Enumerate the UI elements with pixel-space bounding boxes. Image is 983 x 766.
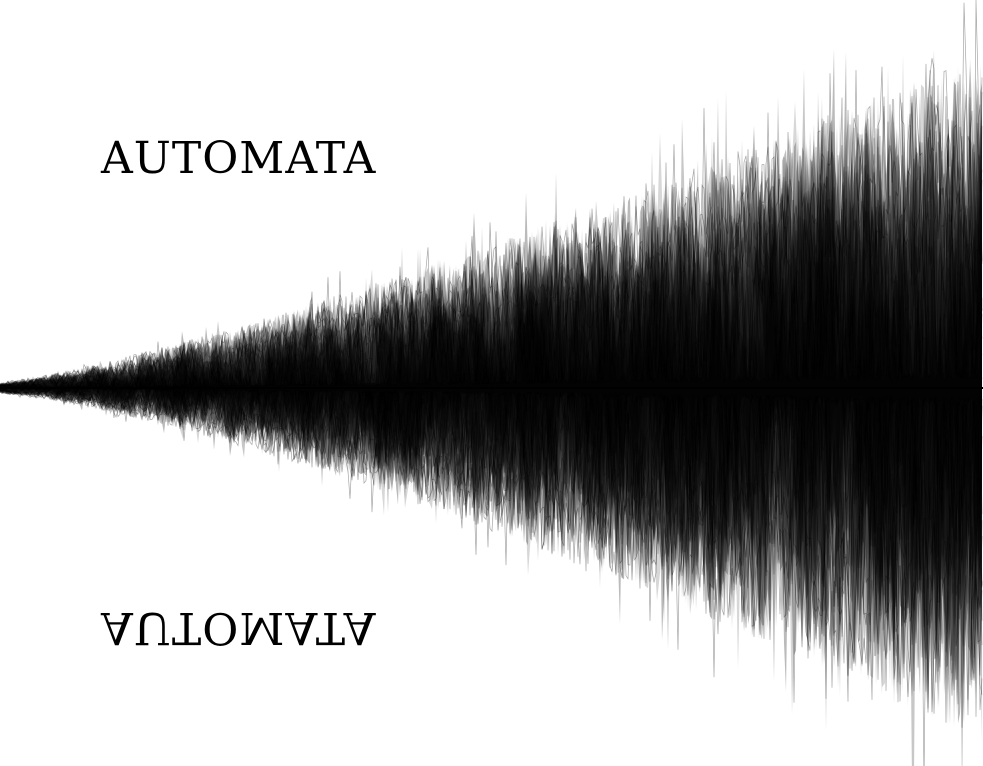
waveform-trace bbox=[0, 108, 983, 389]
waveform-band bbox=[0, 106, 982, 697]
waveform-trace bbox=[0, 70, 983, 389]
waveform-band bbox=[0, 81, 982, 717]
waveform-band bbox=[0, 72, 982, 715]
waveform-trace bbox=[0, 387, 983, 702]
waveform-band bbox=[0, 125, 981, 685]
waveform-trace bbox=[0, 73, 983, 389]
waveform-trace bbox=[0, 387, 983, 716]
waveform-band bbox=[0, 173, 982, 706]
waveform-trace bbox=[0, 77, 983, 389]
waveform-trace bbox=[0, 387, 983, 723]
waveform-trace bbox=[0, 70, 983, 389]
title-mirrored-text: AUTOMATA bbox=[101, 602, 377, 653]
waveform-trace bbox=[0, 387, 983, 766]
waveform-trace bbox=[0, 63, 983, 389]
waveform-trace bbox=[0, 0, 983, 389]
waveform-trace bbox=[0, 387, 983, 713]
waveform-band bbox=[0, 125, 982, 724]
waveform-band bbox=[0, 49, 982, 707]
waveform-band bbox=[0, 58, 982, 684]
waveform-trace bbox=[0, 387, 983, 696]
waveform-trace bbox=[0, 94, 983, 389]
waveform-trace bbox=[0, 387, 983, 703]
waveform-band bbox=[0, 77, 981, 704]
waveform-band bbox=[0, 138, 981, 688]
waveform-dark-layer bbox=[0, 49, 982, 766]
waveform-band bbox=[0, 54, 981, 696]
waveform-trace bbox=[0, 387, 983, 702]
waveform-trace bbox=[0, 387, 983, 691]
waveform-band bbox=[0, 75, 982, 766]
waveform-trace bbox=[0, 387, 983, 699]
waveform-trace bbox=[0, 388, 983, 728]
waveform-trace bbox=[0, 121, 983, 388]
waveform-trace bbox=[0, 124, 983, 389]
waveform-band bbox=[0, 109, 982, 704]
waveform-trace bbox=[0, 387, 983, 692]
waveform-band bbox=[0, 81, 982, 697]
waveform-trace bbox=[0, 2, 983, 389]
waveform-band bbox=[0, 66, 982, 688]
waveform-band bbox=[0, 98, 982, 725]
title-text: AUTOMATA bbox=[101, 133, 377, 184]
waveform-trace bbox=[0, 97, 983, 389]
waveform-trace bbox=[0, 387, 983, 717]
waveform-band bbox=[0, 98, 982, 744]
waveform-trace bbox=[0, 119, 983, 389]
waveform-band bbox=[0, 84, 981, 714]
waveform-band bbox=[0, 117, 982, 766]
waveform-band bbox=[0, 65, 982, 733]
waveform-trace bbox=[0, 387, 983, 681]
waveform-trace bbox=[0, 58, 983, 389]
